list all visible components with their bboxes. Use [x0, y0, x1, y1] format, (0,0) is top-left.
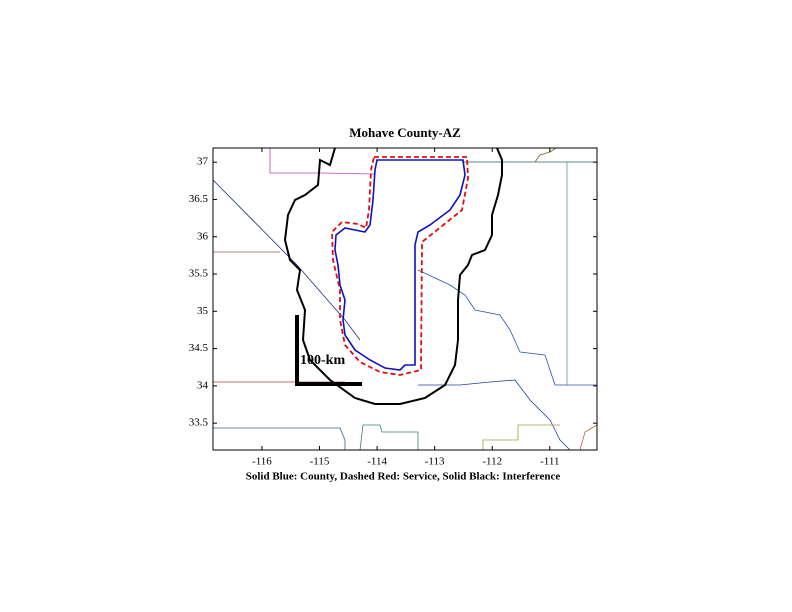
y-tick-label: 37: [197, 156, 209, 168]
state-boundary: [579, 424, 598, 451]
x-tick-label: -113: [425, 456, 445, 468]
y-tick-label: 35.5: [189, 268, 209, 280]
state-boundary: [359, 424, 419, 451]
y-tick-label: 33.5: [189, 417, 209, 429]
x-tick-label: -112: [482, 456, 502, 468]
x-tick-label: -111: [540, 456, 559, 468]
interference-contour: [283, 147, 503, 405]
y-tick-label: 36: [197, 230, 209, 242]
map-title: Mohave County-AZ: [349, 125, 461, 140]
county-boundary: [334, 159, 466, 371]
state-boundary: [418, 379, 571, 451]
x-tick-label: -114: [367, 456, 387, 468]
state-boundary: [213, 427, 346, 450]
y-tick-label: 35: [197, 305, 209, 317]
state-boundary: [269, 148, 376, 175]
x-tick-label: -116: [252, 456, 272, 468]
y-tick-label: 34: [197, 379, 209, 391]
y-tick-label: 34.5: [189, 342, 209, 354]
x-tick-label: -115: [310, 456, 330, 468]
plot-frame: [212, 147, 598, 451]
service-contour: [331, 156, 469, 376]
map-layers: [212, 147, 598, 451]
state-boundary: [534, 147, 557, 163]
map-caption: Solid Blue: County, Dashed Red: Service,…: [246, 471, 561, 483]
state-boundary: [482, 424, 560, 450]
state-boundary: [212, 179, 361, 341]
y-tick-label: 36.5: [189, 193, 209, 205]
state-boundary: [417, 269, 597, 386]
scale-label: 100-km: [300, 353, 345, 368]
